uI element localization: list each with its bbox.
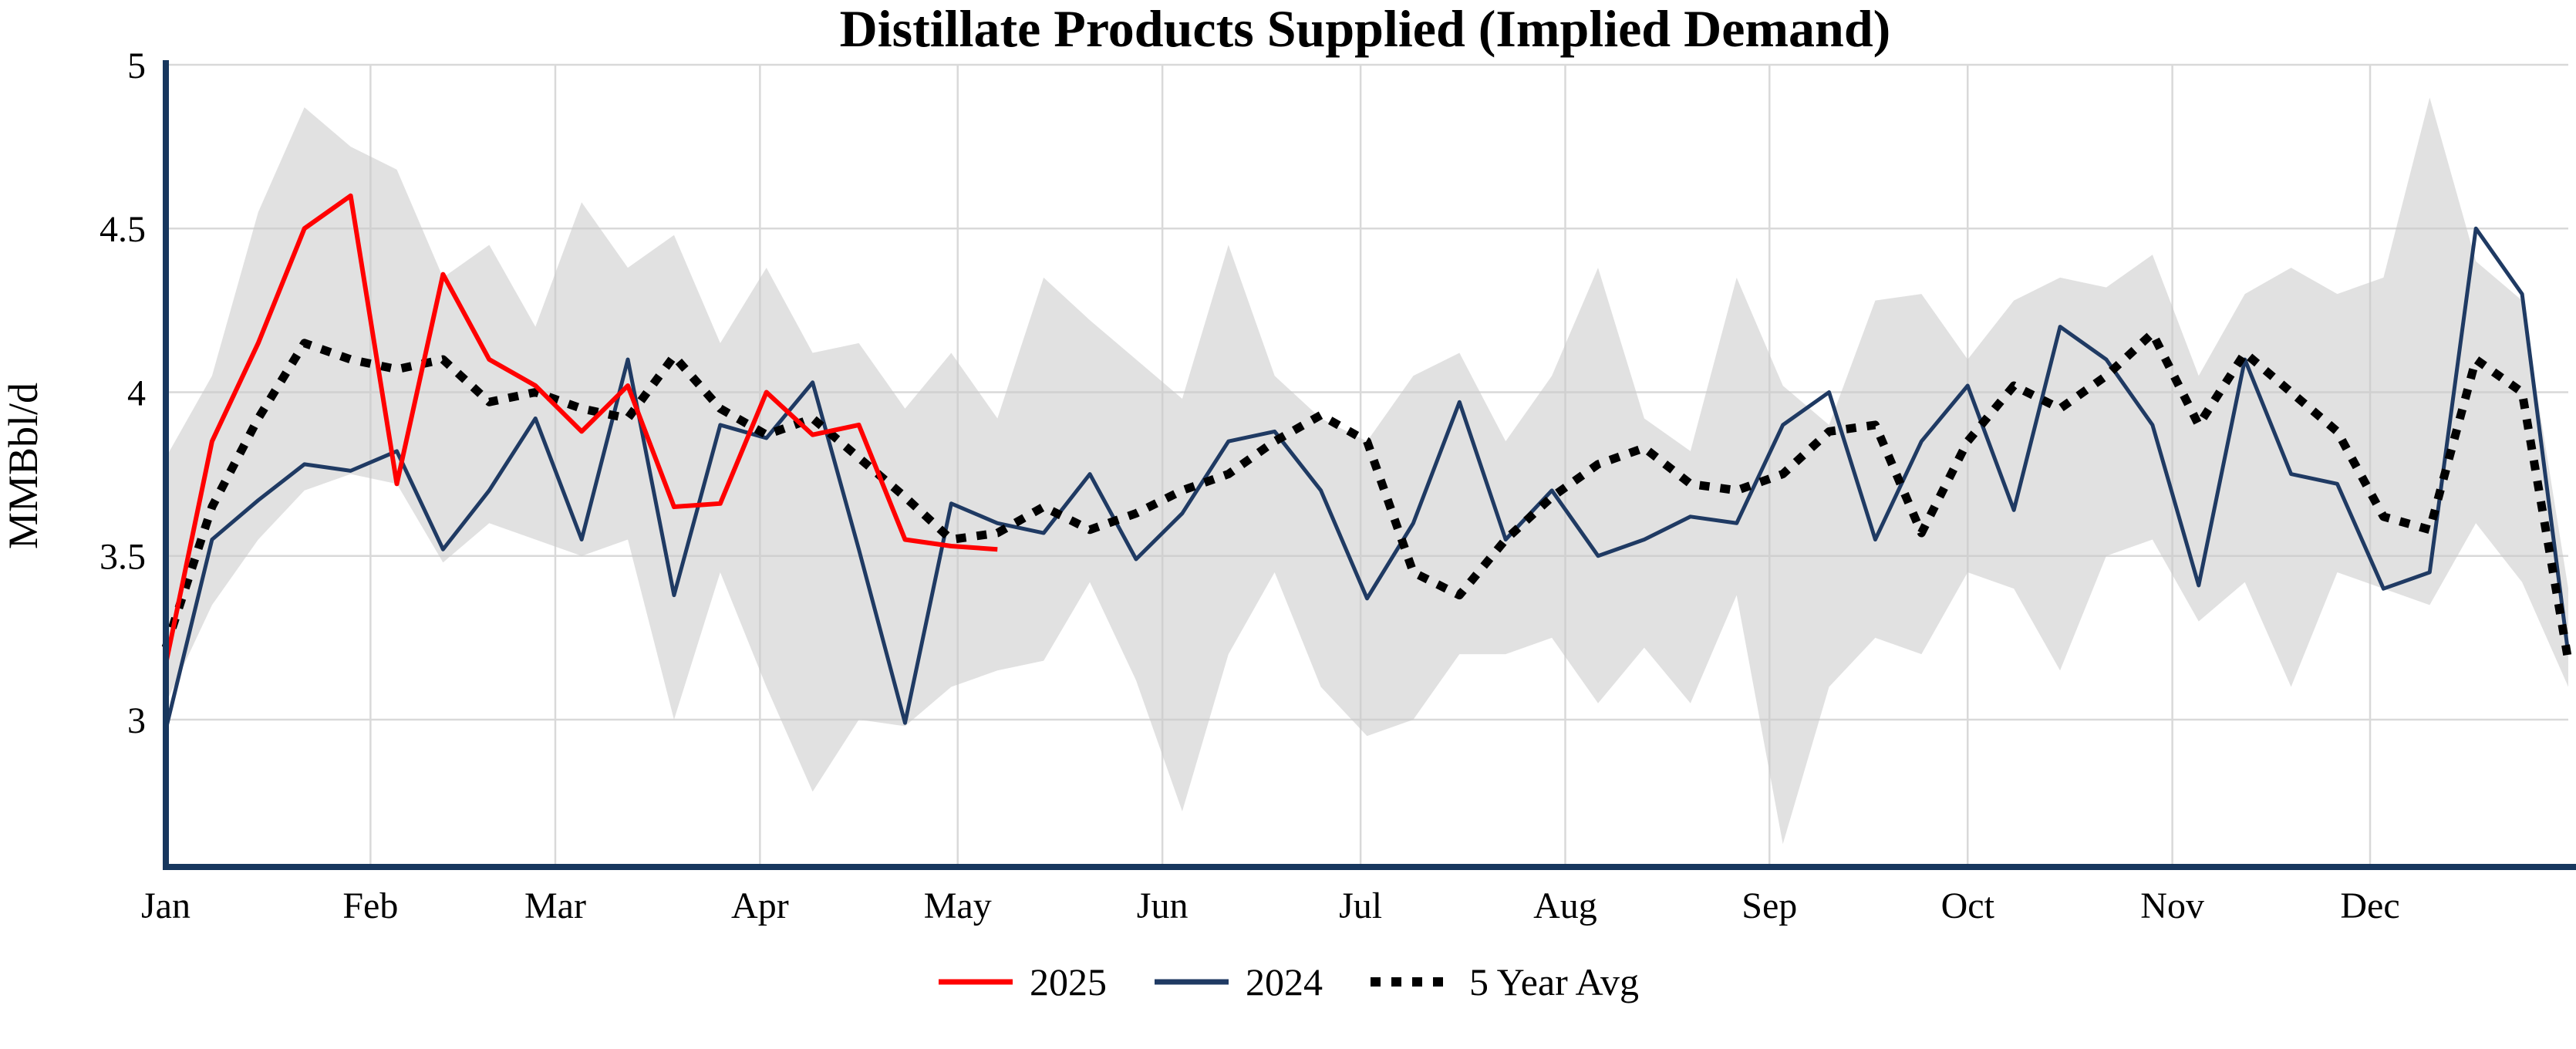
- legend-label-2024: 2024: [1246, 960, 1323, 1003]
- x-tick-label-apr: Apr: [731, 885, 789, 926]
- legend-item-2024: 2024: [1153, 960, 1323, 1004]
- chart-title: Distillate Products Supplied (Implied De…: [840, 0, 1891, 58]
- tick-labels: 3 3.5 4 4.5 5 Jan Feb Mar Apr May Jun Jul Aug Sep Oct N…: [99, 46, 2400, 926]
- legend-label-2025: 2025: [1030, 960, 1108, 1003]
- legend-swatch-2024-line: [1155, 979, 1229, 985]
- series-line-2024: [164, 226, 2571, 730]
- x-tick-label-mar: Mar: [524, 885, 586, 926]
- x-tick-label-jan: Jan: [141, 885, 191, 926]
- five-year-range-polygon: [166, 97, 2568, 845]
- legend: 2025 2024 5 Year Avg: [0, 960, 2576, 1004]
- y-tick-label: 3.5: [99, 537, 146, 578]
- five-year-range-band: [166, 97, 2568, 845]
- axes: [163, 60, 2576, 870]
- x-tick-label-aug: Aug: [1533, 885, 1597, 926]
- x-tick-label-oct: Oct: [1941, 885, 1995, 926]
- y-tick-label: 3: [127, 700, 146, 741]
- legend-swatch-5yr-avg-line: [1371, 977, 1453, 987]
- legend-item-5yr-avg: 5 Year Avg: [1369, 960, 1639, 1004]
- legend-label-5yr-avg: 5 Year Avg: [1469, 960, 1639, 1003]
- y-tick-label: 4: [127, 373, 146, 413]
- series-lines: [161, 193, 2573, 730]
- x-tick-label-sep: Sep: [1741, 885, 1797, 926]
- y-tick-label: 4.5: [99, 209, 146, 250]
- x-tick-label-feb: Feb: [342, 885, 398, 926]
- y-axis-label: MMBbl/d: [0, 383, 46, 549]
- series-line-2025: [164, 193, 998, 665]
- x-tick-label-nov: Nov: [2140, 885, 2204, 926]
- x-tick-label-dec: Dec: [2340, 885, 2399, 926]
- x-tick-label-jul: Jul: [1339, 885, 1382, 926]
- legend-swatch-2025-line: [939, 979, 1013, 985]
- y-tick-label: 5: [127, 46, 146, 86]
- x-tick-label-jun: Jun: [1137, 885, 1189, 926]
- x-tick-label-may: May: [924, 885, 992, 926]
- legend-item-2025: 2025: [937, 960, 1107, 1004]
- series-line-5-year-avg: [161, 329, 2573, 662]
